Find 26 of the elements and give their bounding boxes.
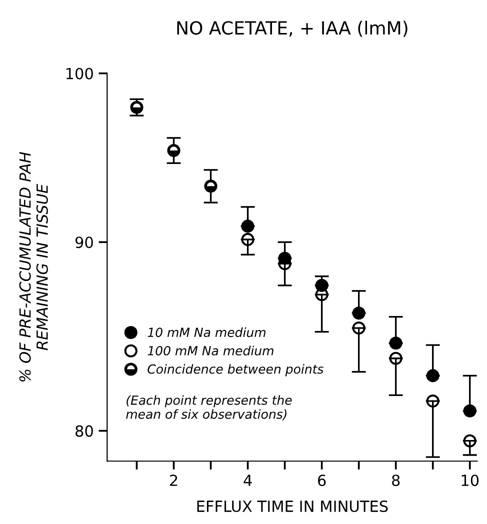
y-axis-title: % OF PRE-ACCUMULATED PAH REMAINING IN TISSUE	[19, 152, 48, 382]
point	[389, 336, 402, 350]
y-tick-label: 100	[66, 68, 93, 80]
x-tick-label: 10	[462, 474, 479, 486]
x-tick-label: 8	[392, 474, 400, 486]
point	[315, 288, 328, 302]
point	[352, 322, 366, 335]
y-tick-label: 90	[75, 236, 93, 248]
point	[389, 352, 402, 365]
point	[463, 434, 476, 448]
point	[463, 404, 476, 418]
point	[426, 394, 440, 408]
x-tick-label: 6	[318, 474, 326, 486]
legend-label: 10 mM Na medium	[148, 327, 266, 338]
x-axis-title: EFFLUX TIME IN MINUTES	[197, 500, 388, 512]
x-tick-label: 4	[244, 474, 252, 486]
point	[352, 306, 366, 320]
point	[241, 232, 254, 246]
y-tick-label: 80	[76, 425, 93, 437]
legend-label: Coincidence between points	[148, 364, 324, 376]
annotation: (Each point represents the mean of six observations)	[126, 395, 292, 420]
legend-label: 100 mM Na medium	[148, 346, 274, 356]
x-tick-label: 2	[170, 474, 178, 486]
point	[241, 220, 254, 233]
chart-title: NO ACETATE, + IAA (lmM)	[177, 20, 408, 37]
point	[426, 369, 440, 382]
